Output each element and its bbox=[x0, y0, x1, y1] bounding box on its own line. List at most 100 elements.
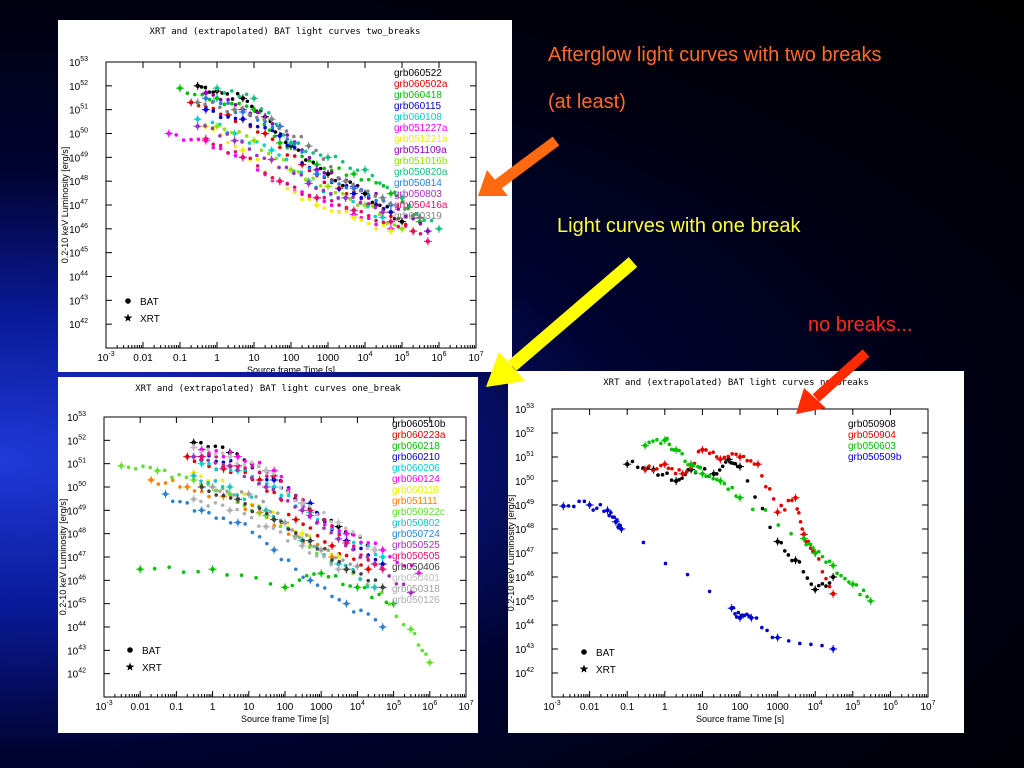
series-grb060510b bbox=[189, 438, 379, 554]
data-point bbox=[243, 507, 248, 512]
data-point bbox=[300, 197, 304, 202]
data-point bbox=[314, 186, 318, 191]
data-point bbox=[322, 522, 327, 527]
data-point bbox=[329, 530, 334, 535]
data-point bbox=[257, 481, 261, 486]
data-point bbox=[394, 614, 399, 619]
data-point bbox=[333, 574, 338, 578]
data-point bbox=[315, 583, 320, 588]
data-point bbox=[322, 510, 326, 515]
data-point bbox=[351, 183, 355, 187]
data-point bbox=[677, 468, 681, 472]
data-point bbox=[206, 480, 210, 485]
bat-marker-icon bbox=[581, 649, 587, 655]
data-point bbox=[255, 168, 260, 172]
legend-entry: grb050401 bbox=[392, 573, 440, 584]
data-point bbox=[663, 561, 668, 566]
data-point bbox=[285, 539, 290, 543]
data-point bbox=[275, 511, 280, 515]
data-point bbox=[240, 96, 246, 101]
y-tick-label: 1052 bbox=[515, 427, 534, 440]
data-point bbox=[181, 570, 186, 574]
data-point bbox=[407, 203, 412, 208]
data-point bbox=[850, 582, 855, 587]
data-point bbox=[226, 115, 230, 119]
data-point bbox=[228, 496, 233, 500]
data-point bbox=[271, 510, 276, 515]
data-point bbox=[279, 479, 284, 483]
data-point bbox=[138, 567, 143, 572]
data-point bbox=[191, 473, 196, 479]
data-point bbox=[760, 506, 765, 511]
legend-entry: grb060206 bbox=[392, 463, 440, 474]
data-point bbox=[299, 134, 304, 139]
data-point bbox=[278, 524, 283, 529]
data-point bbox=[813, 587, 818, 592]
data-point bbox=[388, 209, 394, 215]
data-point bbox=[337, 559, 342, 564]
data-point bbox=[707, 451, 712, 456]
data-point bbox=[868, 598, 873, 604]
data-point bbox=[824, 576, 828, 581]
data-point bbox=[737, 495, 743, 500]
data-point bbox=[257, 460, 262, 465]
data-point bbox=[417, 215, 422, 220]
data-point bbox=[763, 508, 768, 512]
data-point bbox=[312, 544, 316, 549]
data-point bbox=[378, 181, 382, 185]
y-tick-label: 1051 bbox=[69, 104, 88, 117]
data-point bbox=[195, 124, 200, 129]
y-tick-label: 1045 bbox=[515, 595, 534, 608]
data-point bbox=[225, 489, 229, 494]
data-point bbox=[244, 104, 249, 108]
x-tick-label: 104 bbox=[357, 351, 372, 364]
data-point bbox=[278, 496, 283, 501]
data-point bbox=[333, 555, 338, 560]
data-point bbox=[359, 195, 364, 200]
data-point bbox=[277, 126, 281, 131]
data-point bbox=[411, 229, 415, 234]
data-point bbox=[170, 475, 174, 480]
data-point bbox=[760, 625, 764, 630]
data-point bbox=[718, 457, 723, 462]
legend-entry: grb050908 bbox=[848, 419, 896, 430]
data-point bbox=[827, 581, 832, 585]
data-point bbox=[736, 610, 741, 615]
data-point bbox=[370, 173, 375, 178]
x-tick-label: 1 bbox=[210, 702, 216, 713]
data-point bbox=[221, 454, 226, 459]
data-point bbox=[370, 204, 375, 208]
data-point bbox=[203, 136, 209, 141]
data-point bbox=[199, 474, 203, 479]
data-point bbox=[271, 477, 277, 483]
data-point bbox=[285, 490, 290, 495]
data-point bbox=[300, 501, 305, 506]
data-point bbox=[352, 557, 356, 561]
data-point bbox=[330, 594, 334, 599]
data-point bbox=[318, 184, 323, 188]
series-grb050802 bbox=[189, 471, 379, 592]
data-point bbox=[288, 167, 294, 172]
data-point bbox=[416, 643, 421, 647]
data-point bbox=[750, 507, 755, 512]
series-grb051111 bbox=[147, 475, 337, 561]
data-point bbox=[199, 484, 204, 490]
data-point bbox=[226, 101, 230, 105]
data-point bbox=[308, 578, 313, 583]
data-point bbox=[220, 478, 225, 483]
data-point bbox=[605, 508, 610, 513]
x-tick-label: 0.01 bbox=[580, 702, 600, 713]
data-point bbox=[207, 461, 211, 466]
data-point bbox=[384, 600, 389, 605]
data-point bbox=[642, 443, 648, 448]
data-point bbox=[300, 531, 305, 536]
data-point bbox=[381, 220, 386, 225]
data-point bbox=[285, 186, 290, 191]
data-point bbox=[284, 157, 289, 162]
data-point bbox=[214, 493, 218, 497]
data-point bbox=[225, 573, 229, 577]
data-point bbox=[656, 473, 660, 477]
data-point bbox=[203, 90, 209, 96]
data-point bbox=[323, 540, 327, 544]
legend-entry: grb050803 bbox=[394, 189, 442, 200]
